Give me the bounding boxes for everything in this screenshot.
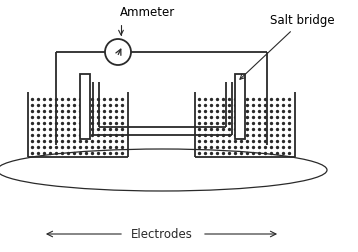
Text: Salt bridge: Salt bridge [240,14,335,79]
Bar [80,74,90,139]
Text: Electrodes: Electrodes [131,228,193,240]
Circle shape [105,39,131,65]
Text: Ammeter: Ammeter [118,6,176,35]
Bar [235,74,245,139]
